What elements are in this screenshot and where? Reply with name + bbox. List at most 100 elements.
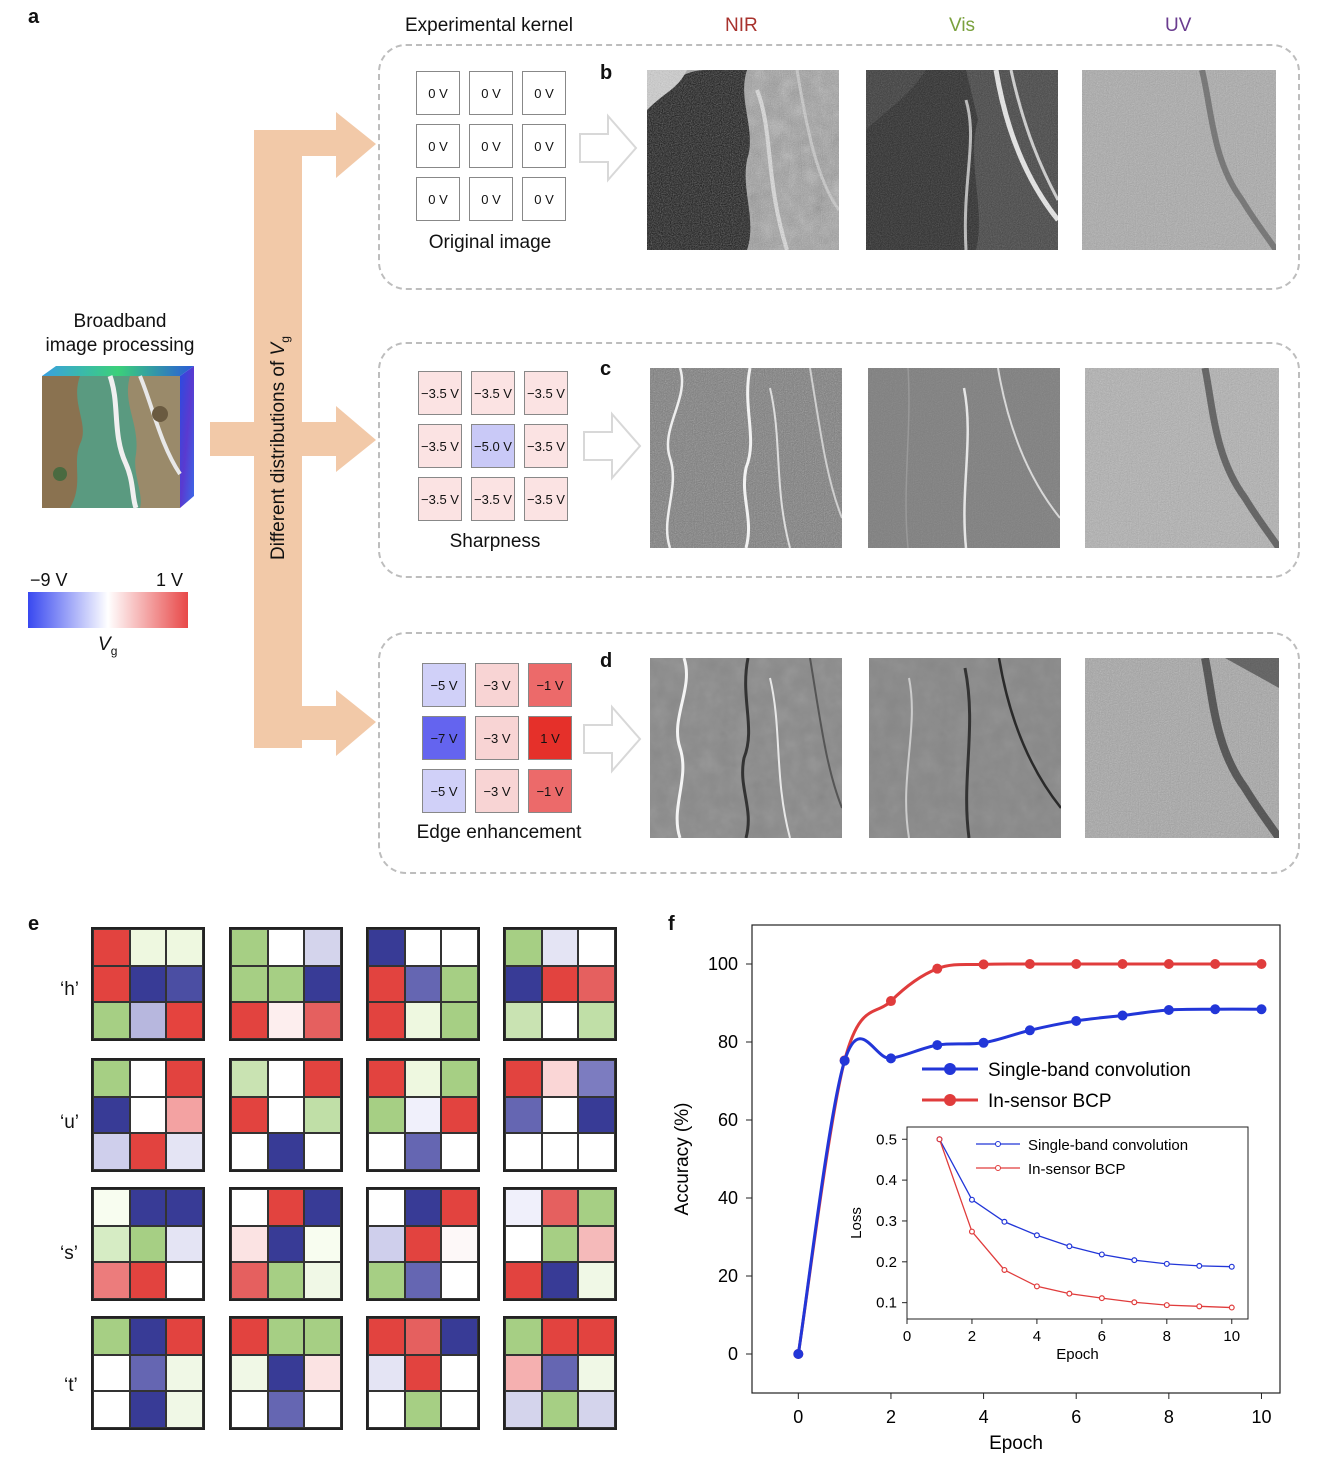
letter-grid-cell — [441, 1391, 478, 1428]
series-point — [1024, 1025, 1035, 1036]
kernel-cell: −3.5 V — [418, 424, 462, 468]
scale-max: 1 V — [156, 570, 184, 590]
inset-series-point — [1131, 1299, 1138, 1306]
series-point — [793, 1349, 804, 1359]
uv-edge-image — [1085, 658, 1279, 838]
inset-y-tick-label: 0.2 — [876, 1254, 897, 1271]
inset-series-line — [938, 1139, 1232, 1309]
letter-grid-cell — [578, 1318, 615, 1355]
arrow-icon — [583, 704, 642, 774]
panel-label-b: b — [600, 62, 613, 84]
letter-grid — [229, 1316, 343, 1430]
x-tick-label: 8 — [1164, 1407, 1174, 1427]
letter-grid-cell — [404, 1133, 442, 1170]
voltage-colorbar — [28, 592, 188, 628]
kernel-cell: 0 V — [416, 124, 460, 168]
letter-grid-cell — [267, 929, 305, 966]
plot-frame — [751, 924, 1281, 1394]
kernel-box-sharpness — [378, 342, 1300, 578]
letter-grid-cell — [267, 1318, 305, 1355]
letter-grid-cell — [304, 929, 341, 966]
series-point — [1024, 959, 1035, 969]
letter-grid-cell — [129, 1225, 167, 1263]
kernel-cell: −5.0 V — [471, 424, 515, 468]
inset-series-line — [938, 1138, 1232, 1268]
y-tick-label: 80 — [718, 1032, 738, 1052]
letter-grid-cell — [441, 1318, 478, 1355]
letter-grid-cell — [578, 1354, 615, 1392]
letter-grid-cell — [129, 1133, 167, 1170]
inset-series-point — [1228, 1263, 1235, 1270]
letter-grid-cell — [129, 1002, 167, 1039]
kernel-cell: −3.5 V — [524, 477, 568, 521]
letter-grid-cell — [304, 1133, 341, 1170]
letter-grid-cell — [505, 1354, 542, 1392]
letter-grid — [503, 927, 617, 1041]
vis-edge-image — [869, 658, 1061, 838]
letter-grid — [366, 1316, 480, 1430]
letter-grid-cell — [441, 1354, 478, 1392]
letter-label-u: ‘u’ — [60, 1112, 80, 1133]
inset-x-tick-label: 8 — [1163, 1328, 1171, 1345]
letter-grid-cell — [441, 1262, 478, 1299]
letter-grid-cell — [93, 1262, 130, 1299]
letter-grid-cell — [166, 1060, 203, 1097]
inset-series-point — [936, 1136, 943, 1143]
letter-grid-cell — [578, 1060, 615, 1097]
letter-grid-cell — [267, 1060, 305, 1097]
letter-grid-cell — [368, 1133, 405, 1170]
kernel-cell: 0 V — [416, 71, 460, 115]
letter-grid-cell — [267, 1225, 305, 1263]
kernel-cell: 0 V — [522, 71, 566, 115]
kernel-cell: −3.5 V — [418, 371, 462, 415]
letter-grid-cell — [505, 929, 542, 966]
y-tick-label: 0 — [728, 1344, 738, 1364]
vis-sharpness-image — [868, 368, 1060, 548]
kernel-cell: 0 V — [522, 177, 566, 221]
kernel-caption-original: Original image — [428, 232, 552, 253]
letter-grid-cell — [441, 965, 478, 1003]
letter-grid-cell — [404, 1225, 442, 1263]
series-point — [1117, 959, 1128, 969]
letter-grid-cell — [267, 965, 305, 1003]
distribution-label-sub: g — [277, 336, 292, 343]
letter-grid-cell — [404, 1096, 442, 1134]
letter-grid-cell — [129, 1318, 167, 1355]
letter-grid-cell — [231, 1096, 268, 1134]
inset-series-point — [1066, 1243, 1073, 1250]
scale-label-sub: g — [110, 643, 118, 658]
letter-grid-cell — [166, 1002, 203, 1039]
letter-grid — [91, 927, 205, 1041]
letter-grid-cell — [231, 1002, 268, 1039]
kernel-cell: 0 V — [469, 71, 513, 115]
letter-grid-cell — [368, 1189, 405, 1226]
kernel-cell: −1 V — [528, 769, 572, 813]
inset-series-point — [1163, 1302, 1170, 1309]
letter-grid-cell — [441, 1002, 478, 1039]
kernel-cell: 0 V — [522, 124, 566, 168]
letter-grid-cell — [505, 1002, 542, 1039]
kernel-cell: −1 V — [528, 663, 572, 707]
nir-edge-image — [650, 658, 842, 838]
kernel-cell: 0 V — [469, 124, 513, 168]
letter-grid-cell — [231, 1391, 268, 1428]
letter-grid-cell — [505, 1096, 542, 1134]
letter-grid-cell — [93, 1318, 130, 1355]
inset-legend-marker — [995, 1165, 1001, 1171]
letter-grid-cell — [166, 1189, 203, 1226]
kernel-cell: −5 V — [422, 663, 466, 707]
legend-marker — [944, 1063, 956, 1075]
kernel-cell: −5 V — [422, 769, 466, 813]
distribution-label-var: V — [268, 342, 289, 356]
letter-label-h: ‘h’ — [60, 979, 80, 1000]
letter-grid-cell — [304, 1060, 341, 1097]
letter-grid-cell — [578, 1225, 615, 1263]
letter-grid-cell — [166, 1391, 203, 1428]
inset-series-point — [1228, 1304, 1235, 1311]
legend-marker — [944, 1094, 956, 1106]
letter-grid-cell — [93, 1133, 130, 1170]
panel-label-f: f — [668, 913, 675, 935]
letter-grid-cell — [505, 1133, 542, 1170]
inset-series-point — [1098, 1251, 1105, 1258]
